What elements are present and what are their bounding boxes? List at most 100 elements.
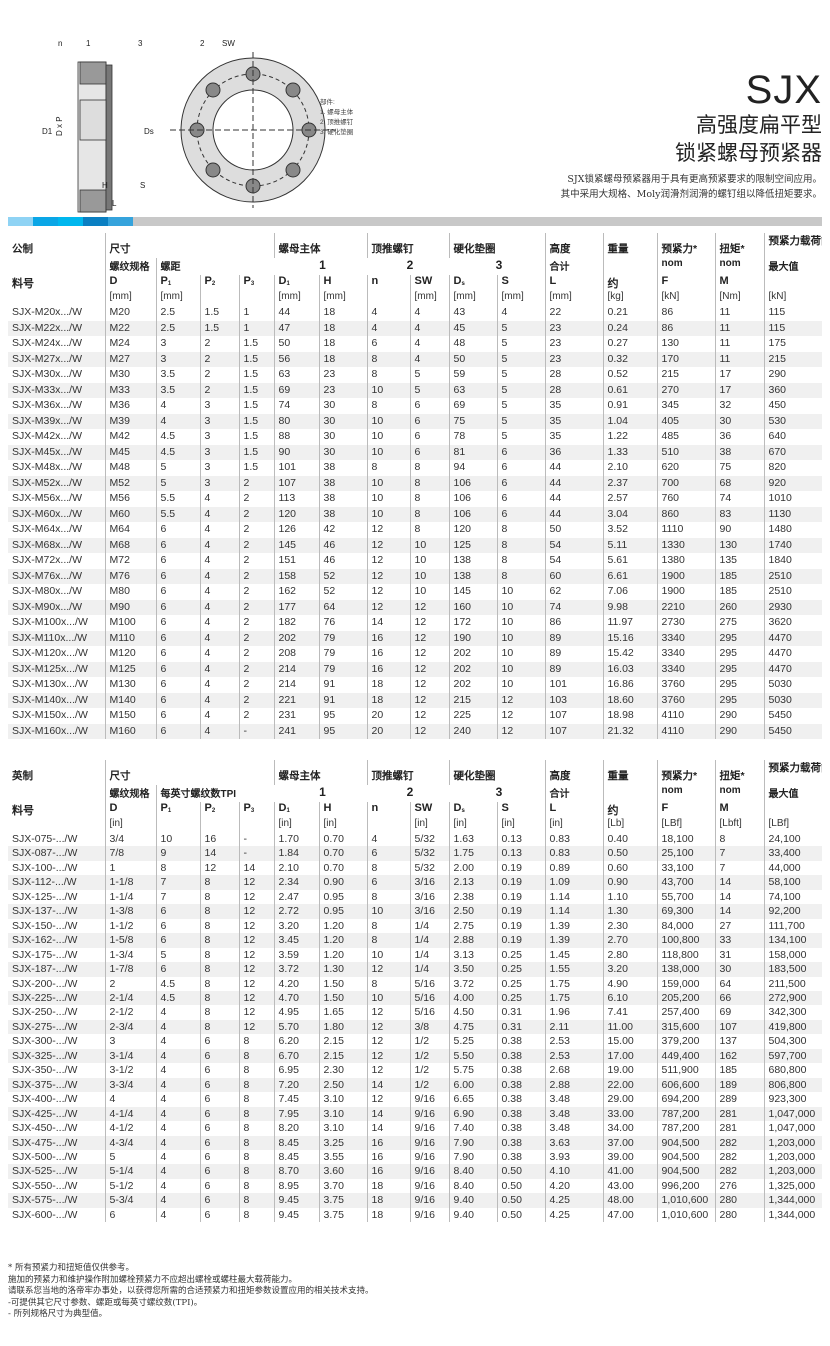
table-cell: M39 [104,413,156,429]
table-cell: - [238,832,274,847]
table-cell: 63 [448,382,497,398]
column-group-header: 重量 [602,760,657,785]
table-cell: 4 [155,413,200,429]
table-cell: 4.75 [448,1019,497,1035]
table-cell: 1.5 [238,351,274,367]
table-cell: M150 [104,708,156,724]
table-cell: 1.55 [544,962,603,977]
column-group-header: 硬化垫圈 [448,760,545,785]
part-number: SJX-M100x.../W [12,616,88,628]
table-cell: 2.47 [273,889,319,905]
table-cell: 405 [656,413,715,429]
table-cell: 18 [318,351,367,367]
table-row: SJX-M160x.../W M160 6 4-241 95 20 12 240 12 107 21… [8,723,822,739]
part-number: SJX-525-.../W [8,1164,105,1179]
table-row: SJX-300-.../W 3 4 6 8 6.20 2.15 12 1/2 5.25 0.38 2.… [8,1034,822,1049]
table-cell: 1.45 [544,947,603,963]
table-cell: 241 [273,723,319,739]
table-cell: 1.5 [238,382,274,398]
table-cell: 25,100 [656,846,715,861]
table-cell: 34.00 [602,1121,657,1136]
table-cell: 4 [155,1193,200,1208]
table-cell: 4 [199,708,239,724]
table-cell: 30 [318,398,367,414]
table-cell: 14 [714,875,764,890]
table-cell: 2-1/2 [104,1005,156,1020]
table-cell: M36 [104,398,156,414]
table-cell: 14 [366,615,410,631]
table-cell: 4.5 [155,976,200,991]
table-cell: 2 [238,522,274,538]
table-cell: M76 [104,568,156,584]
unit-label: [mm] [155,291,200,305]
table-row: SJX-M120x.../W M120 6 4 2 208 79 16 12 202 10 89 15.… [8,646,822,662]
table-cell: M100 [104,615,156,631]
table-cell: 4.90 [602,976,657,991]
table-cell: 2 [199,382,239,398]
table-cell: 101 [273,460,319,476]
table-cell: 4 [409,336,449,352]
symbol: D [109,802,118,814]
table-cell: 2.10 [273,860,319,876]
note: 请联系您当地的洛帝牢办事处，以获得您所需的合适预紧力和扭矩参数设置应用的相关技术… [8,1286,374,1296]
part-number: SJX-187-.../W [8,962,105,977]
table-cell: 1.50 [318,990,367,1006]
table-cell: 12 [409,630,449,646]
table-cell: 1740 [763,537,822,553]
table-cell: 18 [366,677,410,693]
table-row: SJX-M80x.../W M80 6 4 2 162 52 12 10 145 10 62 7.06 1… [8,584,822,600]
symbol: L [549,275,557,287]
table-cell: 7.95 [273,1106,319,1122]
part-number: SJX-375-.../W [8,1077,105,1093]
table-cell: 7 [714,860,764,876]
table-row: SJX-550-.../W 5-1/2 4 6 8 8.95 3.70 18 9/16 8.40 0… [8,1178,822,1194]
table-cell: 12 [238,918,274,934]
table-cell: 8 [496,568,545,584]
column-symbol: D1 [273,275,319,291]
table-row: SJX-250-.../W 2-1/2 4 8 12 4.95 1.65 12 5/16 4.50… [8,1005,822,1020]
table-cell: 11 [714,351,764,367]
table-cell: 159,000 [656,976,715,991]
table-cell: 7 [155,875,200,890]
table-cell: 1.39 [544,933,603,948]
table-cell: 10 [496,630,545,646]
table-cell: 1 [238,320,274,336]
table-cell: 54 [544,553,603,569]
symbol: n [371,802,379,814]
symbol: D [278,275,287,287]
product-header: SJX 高强度扁平型 锁紧螺母预紧器 SJX锁紧螺母预紧器用于具有更高预紧要求的… [561,68,822,202]
unit-label: [LBf] [763,818,822,832]
table-cell: 345 [656,398,715,414]
table-cell: 64 [714,976,764,991]
table-cell: 1.75 [544,976,603,991]
header-row: 螺纹规格 螺距 1 2 3 合计 nom nom 最大值 [8,258,822,275]
table-cell: 12 [199,860,239,876]
table-cell: 1,010,600 [656,1207,715,1223]
table-cell: 0.90 [318,875,367,890]
table-cell: 0.83 [544,832,603,847]
table-cell: 3.10 [318,1106,367,1122]
table-cell: 3.48 [544,1106,603,1122]
table-cell: 106 [448,491,497,507]
table-cell: 50 [273,336,319,352]
table-cell: M72 [104,553,156,569]
color-bar-segment [33,217,58,226]
column-symbol: n [366,275,410,291]
table-cell: 115 [763,305,822,321]
column-group-header: 螺母主体 [273,760,367,785]
table-cell: 4.10 [544,1164,603,1179]
table-cell: 185 [714,568,764,584]
table-cell: 295 [714,692,764,708]
table-cell: 6 [496,444,545,460]
table-cell: 22 [544,305,603,321]
table-cell: 9/16 [409,1106,449,1122]
table-cell: 6 [155,646,200,662]
table-cell: 16.86 [602,677,657,693]
part-number: SJX-150-.../W [12,919,78,932]
part-number: SJX-M110x.../W [8,630,105,646]
table-cell: 1380 [656,553,715,569]
table-cell: 79 [318,630,367,646]
table-cell: 5.75 [448,1063,497,1078]
symbol-subscript: 1 [286,281,290,287]
column-symbol: H [318,802,367,818]
